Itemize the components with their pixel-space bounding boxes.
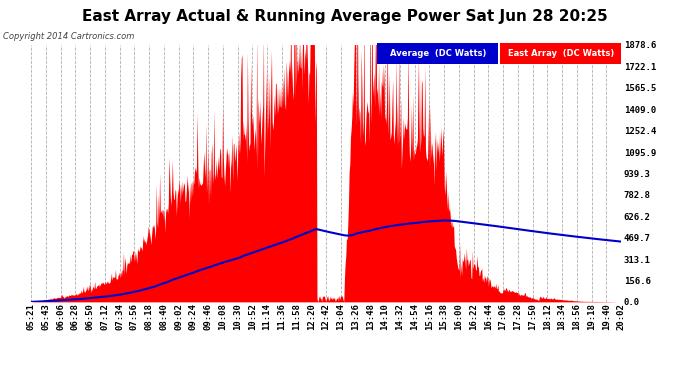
Text: East Array Actual & Running Average Power Sat Jun 28 20:25: East Array Actual & Running Average Powe… (82, 9, 608, 24)
Text: Average  (DC Watts): Average (DC Watts) (390, 49, 486, 58)
Text: Copyright 2014 Cartronics.com: Copyright 2014 Cartronics.com (3, 32, 135, 41)
Text: East Array  (DC Watts): East Array (DC Watts) (508, 49, 613, 58)
